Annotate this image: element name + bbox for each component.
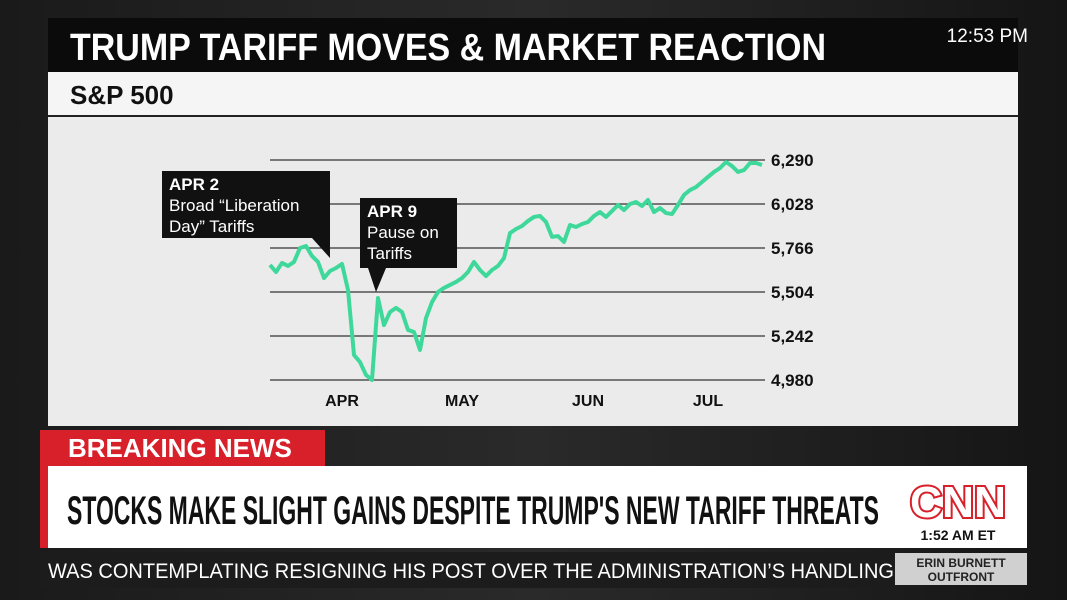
x-tick-label: APR xyxy=(325,393,359,410)
callout-text: Tariffs xyxy=(367,244,412,263)
show-name: OUTFRONT xyxy=(928,570,995,584)
breaking-banner xyxy=(40,430,325,466)
y-tick-label: 5,766 xyxy=(771,239,814,258)
y-tick-label: 6,028 xyxy=(771,195,814,214)
callout-box xyxy=(360,198,457,268)
headline-accent xyxy=(40,466,48,548)
callout-pointer xyxy=(312,238,330,258)
clock: 12:53 PM xyxy=(947,26,1028,47)
breaking-text: BREAKING NEWS xyxy=(68,433,292,463)
y-tick-label: 5,504 xyxy=(771,283,814,302)
show-name: ERIN BURNETT xyxy=(916,556,1006,570)
chart-header xyxy=(48,72,1018,116)
y-tick-label: 6,290 xyxy=(771,151,814,170)
callout-text: Day” Tariffs xyxy=(169,217,254,236)
callout-label: APR 9 xyxy=(367,202,417,221)
headline-box xyxy=(40,466,1027,548)
callout-label: APR 2 xyxy=(169,175,219,194)
x-tick-label: JUL xyxy=(693,393,723,410)
show-box xyxy=(895,553,1027,585)
network-logo: CNN xyxy=(910,478,1006,527)
y-tick-label: 5,242 xyxy=(771,327,814,346)
y-tick-label: 4,980 xyxy=(771,371,814,390)
ticker-bar xyxy=(40,552,895,588)
price-line xyxy=(268,160,763,382)
title: TRUMP TARIFF MOVES & MARKET REACTION xyxy=(70,27,826,69)
title-bar xyxy=(48,18,1018,72)
ticker: WAS CONTEMPLATING RESIGNING HIS POST OVE… xyxy=(48,560,894,583)
chart-panel xyxy=(48,117,1018,426)
callout-box xyxy=(162,171,330,238)
time: 1:52 AM ET xyxy=(921,527,996,543)
chart-title: S&P 500 xyxy=(70,80,174,110)
callout-text: Pause on xyxy=(367,223,439,242)
x-tick-label: JUN xyxy=(572,393,604,410)
callout-text: Broad “Liberation xyxy=(169,196,299,215)
plot: 4,980 5,242 5,504 5,766 6,028 6,290 APR MAY JUN J… xyxy=(162,151,814,410)
x-tick-label: MAY xyxy=(445,393,479,410)
headline: STOCKS MAKE SLIGHT GAINS DESPITE TRUMP'S… xyxy=(67,489,879,533)
callout-pointer xyxy=(368,268,386,292)
